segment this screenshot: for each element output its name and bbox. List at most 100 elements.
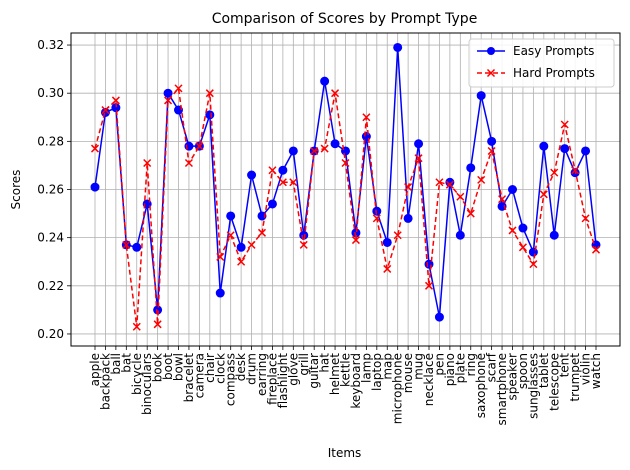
hard-point [445, 180, 454, 189]
legend-hard-marker [486, 68, 496, 78]
x-tick-label: saxophone [474, 353, 488, 418]
x-tick-label: map [380, 353, 394, 380]
easy-point [414, 139, 424, 149]
hard-point [581, 214, 590, 223]
hard-point [132, 322, 141, 331]
x-tick-label: tent [558, 353, 572, 378]
chart-title: Comparison of Scores by Prompt Type [212, 11, 478, 27]
x-tick-label: camera [192, 353, 206, 398]
hard-point [498, 195, 507, 204]
easy-point [132, 242, 142, 252]
x-tick-label: bat [119, 353, 133, 373]
x-tick-label: apple [88, 353, 102, 386]
easy-point [382, 237, 392, 247]
easy-point [539, 141, 549, 151]
legend-easy-label: Easy Prompts [513, 44, 594, 58]
x-tick-label: binoculars [140, 353, 154, 415]
easy-point [476, 91, 486, 101]
hard-point [268, 166, 277, 175]
easy-point [549, 230, 559, 240]
x-tick-label: bracelet [182, 353, 196, 403]
x-tick-label: compass [224, 353, 238, 406]
legend-box [468, 38, 615, 88]
hard-point [591, 245, 601, 254]
hard-point [404, 183, 413, 192]
easy-point [434, 312, 444, 322]
easy-point [278, 165, 288, 175]
x-tick-label: guitar [307, 353, 321, 389]
hard-point [341, 158, 350, 168]
easy-point [163, 88, 173, 98]
hard-point [539, 190, 548, 199]
x-tick-label: helmet [328, 353, 342, 395]
legend-hard-label: Hard Prompts [513, 66, 595, 80]
easy-point [466, 163, 476, 173]
y-tick-label: 0.28 [37, 134, 64, 148]
hard-point [101, 106, 110, 115]
x-tick-label: scarf [485, 352, 499, 382]
hard-point [529, 260, 538, 269]
hard-point [237, 257, 246, 266]
x-tick-label: keyboard [349, 353, 363, 409]
hard-point [414, 154, 423, 163]
easy-point [403, 213, 413, 223]
easy-point [257, 211, 267, 221]
easy-point [581, 146, 591, 156]
x-tick-label: sunglasses [526, 353, 540, 419]
x-tick-label: glove [286, 353, 300, 386]
hard-point [164, 96, 173, 105]
hard-point [550, 168, 559, 177]
x-tick-label: piano [443, 353, 457, 386]
hard-point [362, 113, 371, 122]
easy-point [508, 185, 517, 194]
x-axis-title: Items [328, 446, 362, 460]
easy-point [299, 230, 309, 240]
hard-point [320, 144, 329, 153]
hard-point [153, 320, 162, 329]
y-tick-label: 0.30 [37, 86, 64, 100]
hard-point [111, 96, 120, 105]
hard-point [310, 146, 319, 156]
easy-point [330, 139, 340, 149]
x-tick-label: necklace [422, 353, 436, 406]
hard-point [226, 231, 235, 240]
x-tick-label: bowl [172, 353, 186, 381]
hard-point [372, 214, 381, 223]
x-tick-label: backpack [98, 353, 112, 410]
x-tick-label: chair [203, 353, 217, 383]
hard-point [456, 192, 465, 201]
x-tick-label: drum [245, 353, 259, 385]
y-axis: 0.20 0.22 0.24 0.26 0.28 0.30 0.32 [37, 38, 71, 341]
easy-point [267, 199, 277, 209]
hard-point [122, 240, 131, 249]
hard-point [508, 226, 517, 235]
x-tick-label: microphone [391, 353, 405, 424]
x-tick-label: smartphone [495, 353, 509, 426]
hard-point [216, 252, 225, 261]
x-tick-label: mouse [401, 353, 415, 393]
legend-easy-marker [487, 47, 495, 55]
x-tick-label: earring [255, 353, 269, 396]
hard-point [184, 158, 193, 168]
x-tick-label: violin [579, 353, 593, 385]
hard-point [435, 178, 444, 187]
y-tick-label: 0.32 [37, 38, 64, 52]
x-tick-label: spoon [516, 353, 530, 389]
easy-point [320, 76, 330, 86]
x-tick-label: telescope [547, 353, 561, 411]
y-tick-label: 0.24 [37, 231, 64, 245]
hard-point [205, 89, 214, 98]
x-tick-label: desk [234, 353, 248, 381]
x-tick-label: watch [589, 353, 603, 389]
x-tick-label: laptop [370, 353, 384, 391]
x-tick-label: hat [318, 353, 332, 373]
hard-point [143, 158, 152, 168]
x-tick-label: plate [453, 353, 467, 383]
hard-point [351, 236, 360, 245]
hard-point [174, 84, 183, 93]
easy-point [497, 201, 507, 211]
x-tick-label: lamp [359, 353, 373, 383]
x-tick-label: kettle [339, 353, 353, 387]
hard-point [383, 264, 392, 273]
